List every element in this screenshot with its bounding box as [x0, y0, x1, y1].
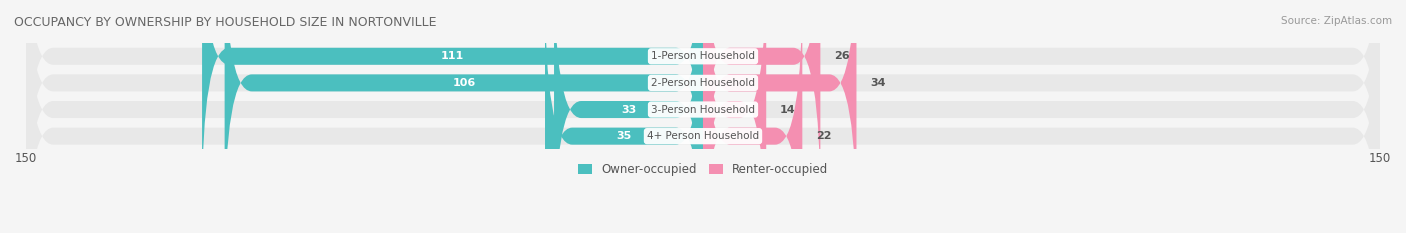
Text: 34: 34 [870, 78, 886, 88]
Text: 3-Person Household: 3-Person Household [651, 105, 755, 115]
FancyBboxPatch shape [703, 0, 803, 233]
Text: Source: ZipAtlas.com: Source: ZipAtlas.com [1281, 16, 1392, 26]
FancyBboxPatch shape [27, 0, 1379, 233]
FancyBboxPatch shape [703, 0, 820, 208]
Text: 14: 14 [780, 105, 796, 115]
Text: 111: 111 [441, 51, 464, 61]
Text: 33: 33 [621, 105, 636, 115]
Text: 26: 26 [834, 51, 849, 61]
Text: 2-Person Household: 2-Person Household [651, 78, 755, 88]
FancyBboxPatch shape [546, 0, 703, 233]
FancyBboxPatch shape [27, 0, 1379, 208]
FancyBboxPatch shape [703, 0, 766, 233]
FancyBboxPatch shape [27, 0, 1379, 233]
Text: 22: 22 [815, 131, 831, 141]
Text: 1-Person Household: 1-Person Household [651, 51, 755, 61]
Text: 106: 106 [453, 78, 475, 88]
FancyBboxPatch shape [225, 0, 703, 233]
FancyBboxPatch shape [554, 0, 703, 233]
FancyBboxPatch shape [202, 0, 703, 208]
Legend: Owner-occupied, Renter-occupied: Owner-occupied, Renter-occupied [572, 158, 834, 181]
Text: OCCUPANCY BY OWNERSHIP BY HOUSEHOLD SIZE IN NORTONVILLE: OCCUPANCY BY OWNERSHIP BY HOUSEHOLD SIZE… [14, 16, 436, 29]
Text: 35: 35 [616, 131, 631, 141]
Text: 4+ Person Household: 4+ Person Household [647, 131, 759, 141]
FancyBboxPatch shape [703, 0, 856, 233]
FancyBboxPatch shape [27, 0, 1379, 233]
